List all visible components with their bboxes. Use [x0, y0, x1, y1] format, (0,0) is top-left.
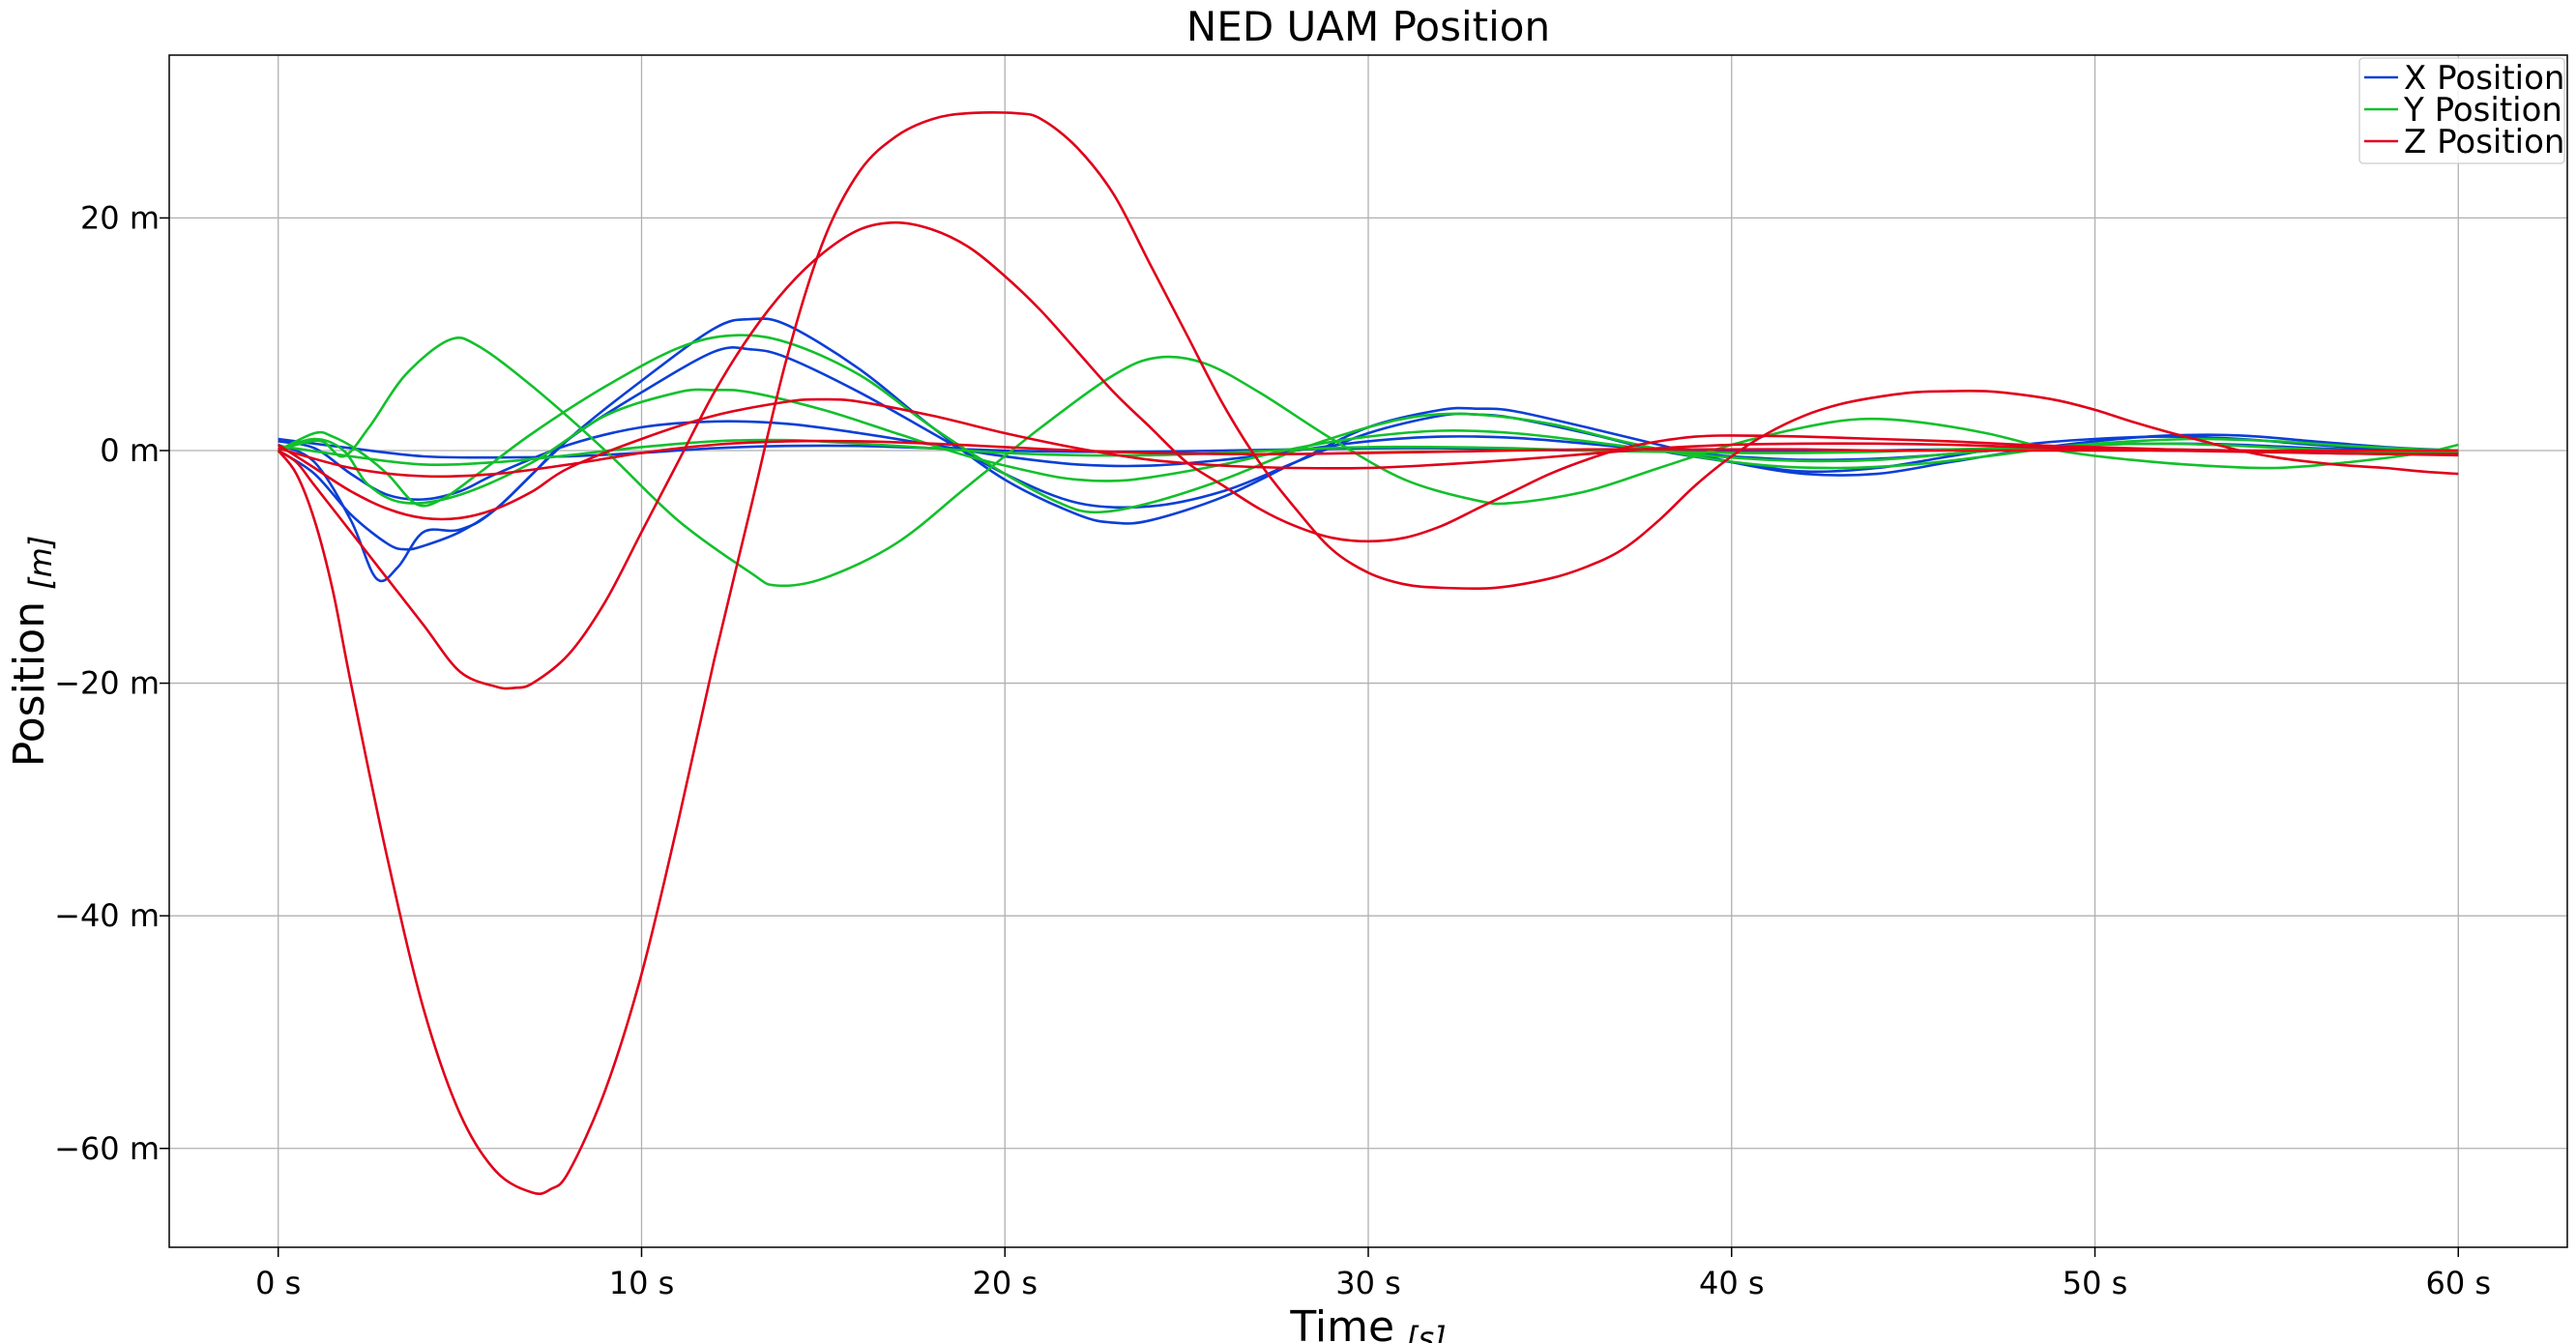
- axis-ticks: 0 s 10 s 20 s 30 s 40 s 50 s 60 s −60 m −40 m −20…: [54, 199, 2491, 1301]
- legend-label-x-position: X Position: [2404, 59, 2564, 98]
- grid: [169, 55, 2567, 1247]
- x-tick-label: 0 s: [255, 1265, 301, 1301]
- x-tick-label: 10 s: [609, 1265, 675, 1301]
- z-position-series-line: [278, 397, 2459, 521]
- x-axis-label: Time: [1289, 1302, 1394, 1343]
- x-axis-unit: [s]: [1406, 1320, 1447, 1343]
- z-position-series-line: [278, 220, 2459, 690]
- legend-label-y-position: Y Position: [2403, 91, 2562, 130]
- y-axis-unit: [m]: [22, 536, 59, 590]
- z-position-series-line: [278, 439, 2459, 479]
- x-tick-label: 20 s: [972, 1265, 1038, 1301]
- x-tick-label: 40 s: [1699, 1265, 1765, 1301]
- y-axis-label: Position: [5, 601, 54, 767]
- x-axis-title: Time [s]: [1289, 1302, 1446, 1343]
- y-tick-label: 0 m: [100, 432, 160, 469]
- y-axis-title: Position [m]: [5, 536, 59, 767]
- x-tick-label: 30 s: [1335, 1265, 1401, 1301]
- x-tick-label: 50 s: [2063, 1265, 2128, 1301]
- chart-title: NED UAM Position: [1186, 3, 1550, 50]
- z-position-series-line: [277, 111, 2459, 1196]
- legend-label-z-position: Z Position: [2404, 123, 2564, 161]
- y-tick-label: −60 m: [54, 1130, 160, 1167]
- y-tick-label: −20 m: [54, 665, 160, 702]
- series-lines: [277, 111, 2459, 1196]
- y-tick-label: −40 m: [54, 897, 160, 934]
- x-tick-label: 60 s: [2425, 1265, 2491, 1301]
- legend-box: [2358, 57, 2565, 164]
- y-tick-label: 20 m: [80, 199, 160, 236]
